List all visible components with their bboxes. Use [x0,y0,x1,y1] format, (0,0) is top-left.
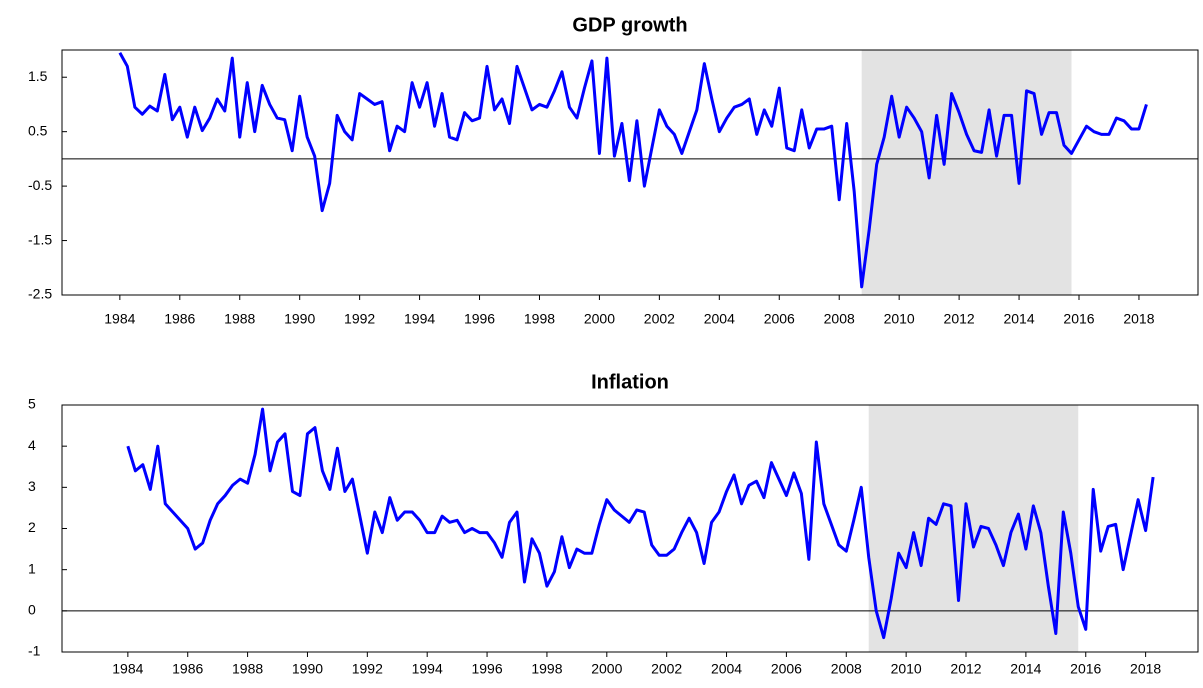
y-tick-label: 1 [28,560,36,576]
x-tick-label: 1996 [464,311,495,327]
chart-title: GDP growth [572,14,687,36]
x-tick-label: 1984 [104,311,135,327]
x-tick-label: 2006 [771,661,802,677]
x-tick-label: 1996 [471,661,502,677]
x-tick-label: 1994 [404,311,435,327]
x-tick-label: 2002 [644,311,675,327]
data-line [118,51,1148,289]
x-tick-label: 2018 [1123,311,1154,327]
x-tick-label: 2018 [1130,661,1161,677]
x-tick-label: 2012 [944,311,975,327]
shaded-region [868,405,1079,652]
x-tick-label: 1992 [344,311,375,327]
x-tick-label: 1992 [352,661,383,677]
x-tick-label: 1984 [112,661,143,677]
y-tick-label: 5 [28,396,36,412]
x-tick-label: 2014 [1003,311,1034,327]
y-tick-label: 0.5 [28,122,48,138]
y-tick-label: -0.5 [28,177,52,193]
x-tick-label: 2004 [711,661,742,677]
y-tick-label: 3 [28,478,36,494]
shaded-region [861,50,1072,295]
y-tick-label: -2.5 [28,286,52,302]
x-tick-label: 2008 [831,661,862,677]
chart-title: Inflation [591,371,669,393]
x-tick-label: 2016 [1070,661,1101,677]
x-tick-label: 2006 [764,311,795,327]
x-tick-label: 1994 [412,661,443,677]
y-tick-label: 2 [28,519,36,535]
x-tick-label: 2000 [591,661,622,677]
y-tick-label: 0 [28,602,36,618]
x-tick-label: 1986 [164,311,195,327]
plot-frame [61,49,1199,296]
y-tick-label: 1.5 [28,68,48,84]
x-tick-label: 1998 [524,311,555,327]
x-tick-label: 1986 [172,661,203,677]
x-tick-label: 2010 [891,661,922,677]
x-tick-label: 2008 [824,311,855,327]
x-tick-label: 2012 [950,661,981,677]
y-tick-label: -1 [28,643,41,659]
data-line [126,407,1155,640]
y-tick-label: 4 [28,437,36,453]
x-tick-label: 2016 [1063,311,1094,327]
x-tick-label: 2004 [704,311,735,327]
y-tick-label: -1.5 [28,231,52,247]
x-tick-label: 2014 [1010,661,1041,677]
x-tick-label: 2010 [884,311,915,327]
x-tick-label: 1988 [224,311,255,327]
x-tick-label: 1990 [284,311,315,327]
x-tick-label: 2002 [651,661,682,677]
x-tick-label: 2000 [584,311,615,327]
x-tick-label: 1988 [232,661,263,677]
x-tick-label: 1998 [531,661,562,677]
x-tick-label: 1990 [292,661,323,677]
